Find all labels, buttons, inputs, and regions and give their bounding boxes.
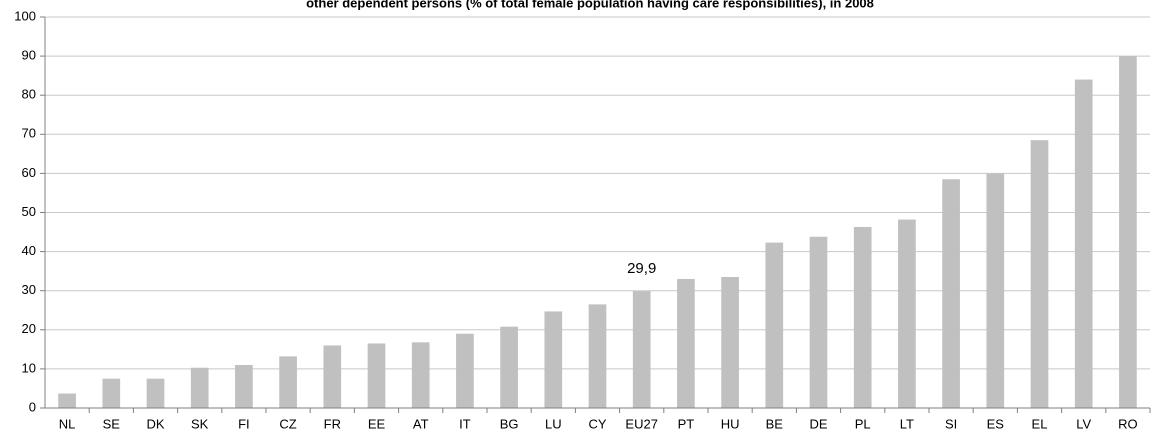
y-tick-label: 30	[22, 282, 36, 297]
x-tick-label: FI	[238, 416, 250, 431]
y-tick-label: 0	[29, 399, 36, 414]
y-tick-label: 100	[14, 8, 36, 23]
bar	[323, 345, 342, 408]
value-label: 29,9	[627, 260, 656, 277]
bar	[367, 343, 386, 408]
x-tick-label: CZ	[279, 416, 296, 431]
bar	[1074, 79, 1093, 408]
bar	[500, 326, 518, 408]
y-tick-label: 40	[22, 243, 36, 258]
x-tick-label: LU	[545, 416, 562, 431]
x-tick-label: LT	[900, 416, 914, 431]
x-tick-label: HU	[721, 416, 740, 431]
bar	[1119, 56, 1137, 408]
bar	[986, 173, 1005, 408]
bar	[58, 393, 76, 408]
x-tick-label: AT	[413, 416, 429, 431]
x-tick-label: DE	[809, 416, 827, 431]
x-tick-label: BE	[766, 416, 784, 431]
y-tick-label: 10	[22, 360, 36, 375]
y-tick-label: 70	[22, 126, 36, 141]
x-tick-label: PT	[678, 416, 695, 431]
bar	[809, 236, 828, 408]
x-tick-label: RO	[1118, 416, 1138, 431]
x-tick-label: FR	[324, 416, 341, 431]
x-tick-label: BG	[500, 416, 519, 431]
bar	[102, 378, 121, 408]
bar	[721, 277, 739, 408]
bar	[898, 219, 916, 408]
x-tick-label: SI	[945, 416, 957, 431]
chart-title: other dependent persons (% of total fema…	[306, 0, 874, 10]
x-tick-label: CY	[588, 416, 606, 431]
bar	[456, 333, 474, 408]
x-tick-label: EE	[368, 416, 386, 431]
bar	[411, 342, 430, 408]
y-tick-label: 90	[22, 48, 36, 63]
y-tick-label: 50	[22, 204, 36, 219]
y-tick-label: 60	[22, 165, 36, 180]
x-tick-label: EL	[1032, 416, 1048, 431]
bar	[677, 278, 695, 408]
x-tick-label: DK	[146, 416, 164, 431]
bar	[1030, 140, 1049, 409]
x-tick-label: EU27	[625, 416, 658, 431]
bar	[146, 378, 165, 408]
bar	[235, 364, 253, 408]
y-tick-label: 20	[22, 321, 36, 336]
x-tick-label: NL	[59, 416, 76, 431]
bar	[544, 311, 563, 408]
bar	[853, 226, 872, 408]
bar	[279, 356, 297, 408]
x-tick-label: SE	[103, 416, 121, 431]
bar	[588, 304, 607, 408]
x-tick-label: SK	[191, 416, 209, 431]
x-tick-label: ES	[987, 416, 1005, 431]
y-tick-label: 80	[22, 87, 36, 102]
bar	[632, 291, 651, 408]
bar	[765, 242, 784, 408]
bar	[190, 367, 209, 408]
x-tick-label: IT	[459, 416, 471, 431]
x-tick-label: PL	[855, 416, 871, 431]
bar	[942, 179, 960, 408]
x-tick-label: LV	[1076, 416, 1091, 431]
